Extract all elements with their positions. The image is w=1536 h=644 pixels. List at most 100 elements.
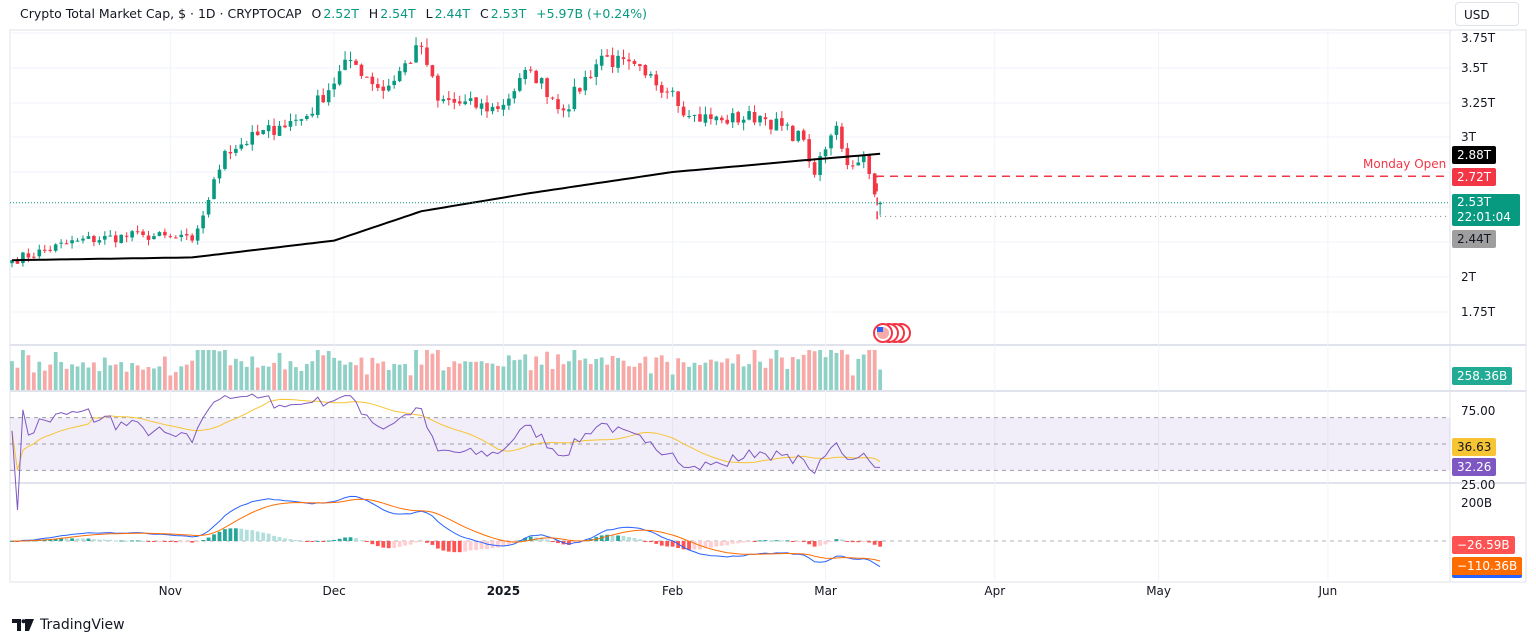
- macd-histogram-bar: [97, 539, 102, 541]
- candle-body: [113, 235, 118, 243]
- macd-histogram-bar: [304, 541, 309, 542]
- candle-body: [53, 244, 58, 251]
- volume-bar: [184, 364, 189, 390]
- macd-histogram-bar: [397, 541, 402, 547]
- candle-body: [397, 71, 402, 82]
- symbol-title: Crypto Total Market Cap, $ · 1D · CRYPTO…: [20, 6, 302, 21]
- volume-bar: [337, 360, 342, 390]
- candle-body: [195, 228, 200, 241]
- macd-histogram-bar: [184, 541, 189, 543]
- candle: [250, 125, 255, 151]
- candle: [774, 112, 779, 131]
- candle: [228, 145, 233, 160]
- candle-body: [539, 78, 544, 84]
- macd-histogram-bar: [244, 529, 249, 541]
- volume-bar: [769, 358, 773, 390]
- macd-tick: 200B: [1461, 496, 1493, 510]
- macd-histogram-bar: [774, 540, 779, 542]
- candle: [501, 99, 506, 116]
- candle: [436, 73, 440, 108]
- candle: [780, 111, 784, 132]
- candle-body: [583, 76, 588, 91]
- candle-body: [392, 80, 396, 86]
- macd-histogram-bar: [692, 541, 697, 550]
- candle-body: [337, 71, 342, 85]
- candle: [594, 59, 599, 86]
- candle-body: [556, 99, 560, 110]
- volume-bar: [719, 362, 724, 390]
- candle: [97, 236, 102, 245]
- candle: [354, 58, 358, 66]
- candle: [108, 230, 113, 237]
- price-tick: 1.75T: [1461, 305, 1496, 319]
- candle: [141, 229, 145, 238]
- macd-histogram-bar: [157, 541, 162, 542]
- volume-bar: [485, 363, 489, 390]
- candle-body: [277, 125, 282, 136]
- candle-body: [157, 232, 162, 236]
- macd-histogram-bar: [616, 535, 620, 541]
- candle-body: [212, 179, 216, 199]
- candle-body: [119, 234, 123, 244]
- candle-body: [659, 85, 664, 93]
- low-price-badge: 2.44T: [1452, 230, 1497, 248]
- candle: [124, 232, 129, 243]
- currency-button[interactable]: USD: [1455, 2, 1519, 26]
- candle-body: [621, 57, 626, 59]
- volume-bar: [457, 363, 462, 390]
- volume-bar: [223, 350, 227, 390]
- candle-body: [703, 114, 708, 123]
- candle-body: [790, 125, 795, 141]
- macd-histogram-bar: [343, 537, 347, 541]
- volume-bar: [567, 361, 571, 390]
- candle: [234, 144, 238, 157]
- candle-body: [201, 215, 205, 229]
- candle-body: [463, 101, 467, 105]
- candle: [343, 51, 347, 71]
- volume-bar: [343, 364, 347, 390]
- macd-signal-badge: −110.36B: [1452, 557, 1523, 578]
- volume-bar: [261, 365, 266, 390]
- candle-body: [386, 85, 391, 91]
- candle: [168, 233, 173, 239]
- candle-body: [867, 154, 872, 174]
- candle: [861, 151, 866, 169]
- candle: [730, 108, 735, 128]
- macd-histogram-bar: [337, 538, 342, 541]
- candle-body: [266, 125, 271, 132]
- volume-bar: [741, 366, 746, 390]
- tradingview-logo[interactable]: TradingView: [12, 617, 125, 633]
- candle-body: [430, 65, 435, 77]
- macd-histogram-bar: [272, 535, 276, 541]
- volume-bar: [277, 352, 282, 390]
- macd-histogram-bar: [790, 541, 795, 542]
- candle-body: [48, 249, 53, 251]
- volume-bar: [823, 357, 828, 390]
- macd-histogram-bar: [135, 540, 140, 542]
- ohlc-open: 2.52T: [323, 6, 359, 21]
- volume-bar: [206, 350, 211, 390]
- candle-body: [10, 260, 14, 264]
- candle: [457, 95, 462, 106]
- candle-body: [244, 143, 249, 145]
- candle: [851, 160, 855, 170]
- candle-body: [512, 91, 517, 99]
- candle-body: [730, 113, 735, 123]
- volume-bar: [599, 357, 604, 390]
- candle: [681, 101, 686, 118]
- candle: [326, 83, 331, 106]
- volume-bar: [643, 356, 648, 390]
- bar-countdown: 22:01:04: [1457, 210, 1511, 224]
- candle-body: [496, 106, 500, 109]
- time-tick: Nov: [158, 584, 183, 598]
- volume-bar: [179, 366, 184, 390]
- candle-body: [272, 125, 276, 135]
- candle-body: [381, 86, 386, 91]
- candle: [698, 106, 702, 123]
- macd-histogram-bar: [796, 541, 801, 542]
- macd-histogram-bar: [53, 538, 58, 541]
- macd-histogram-bar: [621, 536, 626, 541]
- candle: [130, 230, 134, 242]
- volume-bar: [10, 361, 14, 390]
